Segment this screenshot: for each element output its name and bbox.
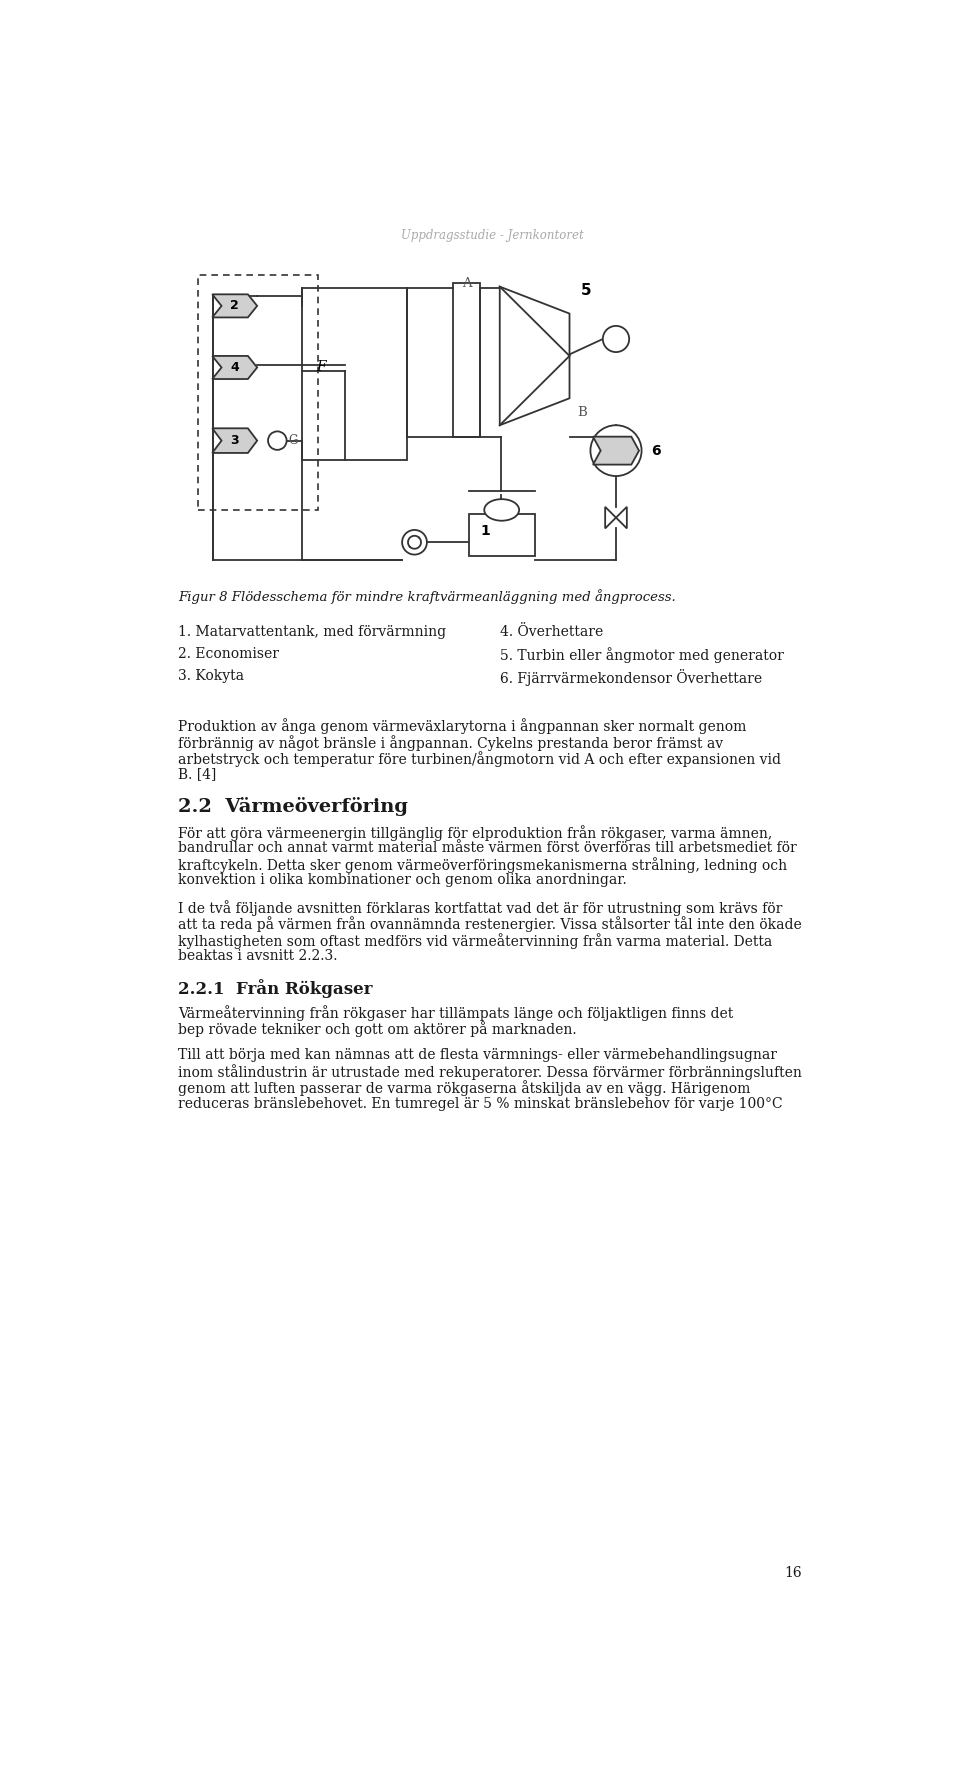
Text: Värmeåtervinning från rökgaser har tillämpats länge och följaktligen finns det: Värmeåtervinning från rökgaser har tillä… xyxy=(179,1005,733,1021)
Text: 1. Matarvattentank, med förvärmning: 1. Matarvattentank, med förvärmning xyxy=(179,626,446,639)
Polygon shape xyxy=(593,436,639,464)
Text: B: B xyxy=(577,406,587,420)
Text: 6. Fjärrvärmekondensor Överhettare: 6. Fjärrvärmekondensor Överhettare xyxy=(500,669,762,685)
Text: 16: 16 xyxy=(784,1566,802,1580)
Text: 4: 4 xyxy=(230,361,239,374)
Text: Produktion av ånga genom värmeväxlarytorna i ångpannan sker normalt genom: Produktion av ånga genom värmeväxlarytor… xyxy=(179,719,747,735)
Polygon shape xyxy=(500,286,569,425)
Text: kylhastigheten som oftast medförs vid värmeåtervinning från varma material. Dett: kylhastigheten som oftast medförs vid vä… xyxy=(179,932,773,948)
Bar xyxy=(468,514,535,557)
Circle shape xyxy=(268,431,287,450)
Polygon shape xyxy=(605,507,616,528)
Circle shape xyxy=(590,425,641,477)
Text: 5. Turbin eller ångmotor med generator: 5. Turbin eller ångmotor med generator xyxy=(500,648,783,664)
Text: 3: 3 xyxy=(230,434,239,447)
Text: 1: 1 xyxy=(480,523,490,537)
Polygon shape xyxy=(212,429,257,454)
Polygon shape xyxy=(616,507,627,528)
Text: Till att börja med kan nämnas att de flesta värmnings- eller värmebehandlingsugn: Till att börja med kan nämnas att de fle… xyxy=(179,1048,778,1062)
Circle shape xyxy=(603,326,629,352)
Text: B. [4]: B. [4] xyxy=(179,767,217,781)
Text: I de två följande avsnitten förklaras kortfattat vad det är för utrustning som k: I de två följande avsnitten förklaras ko… xyxy=(179,900,782,916)
Text: 2: 2 xyxy=(230,299,239,313)
Text: F: F xyxy=(316,361,325,375)
Text: 2.2.1  Från Rökgaser: 2.2.1 Från Rökgaser xyxy=(179,978,372,998)
Polygon shape xyxy=(212,294,257,317)
Text: 4. Överhettare: 4. Överhettare xyxy=(500,626,603,639)
Ellipse shape xyxy=(484,500,519,521)
Text: genom att luften passerar de varma rökgaserna åtskiljda av en vägg. Härigenom: genom att luften passerar de varma rökga… xyxy=(179,1080,751,1096)
Text: inom stålindustrin är utrustade med rekuperatorer. Dessa förvärmer förbränningsl: inom stålindustrin är utrustade med reku… xyxy=(179,1064,802,1080)
Text: att ta reda på värmen från ovannämnda restenergier. Vissa stålsorter tål inte de: att ta reda på värmen från ovannämnda re… xyxy=(179,916,802,932)
Text: reduceras bränslebehovet. En tumregel är 5 % minskat bränslebehov för varje 100°: reduceras bränslebehovet. En tumregel är… xyxy=(179,1096,782,1110)
Text: 5: 5 xyxy=(581,283,591,297)
Text: G: G xyxy=(288,434,298,447)
Text: bep rövade tekniker och gott om aktörer på marknaden.: bep rövade tekniker och gott om aktörer … xyxy=(179,1021,577,1037)
Bar xyxy=(453,283,480,438)
Text: beaktas i avsnitt 2.2.3.: beaktas i avsnitt 2.2.3. xyxy=(179,948,338,962)
Text: 2.2  Värmeöverföring: 2.2 Värmeöverföring xyxy=(179,797,408,817)
Text: 2. Economiser: 2. Economiser xyxy=(179,648,279,662)
Text: förbrännig av något bränsle i ångpannan. Cykelns prestanda beror främst av: förbrännig av något bränsle i ångpannan.… xyxy=(179,735,723,751)
Circle shape xyxy=(402,530,427,555)
Text: Figur 8 Flödesschema för mindre kraftvärmeanläggning med ångprocess.: Figur 8 Flödesschema för mindre kraftvär… xyxy=(179,589,676,605)
Bar xyxy=(302,288,407,461)
Text: bandrullar och annat varmt material måste värmen först överföras till arbetsmedi: bandrullar och annat varmt material måst… xyxy=(179,841,797,856)
Bar xyxy=(198,276,318,511)
Polygon shape xyxy=(212,356,257,379)
Text: Uppdragsstudie - Jernkontoret: Uppdragsstudie - Jernkontoret xyxy=(400,229,584,242)
Text: arbetstryck och temperatur före turbinen/ångmotorn vid A och efter expansionen v: arbetstryck och temperatur före turbinen… xyxy=(179,751,781,767)
Text: kraftcykeln. Detta sker genom värmeöverföringsmekanismerna strålning, ledning oc: kraftcykeln. Detta sker genom värmeöverf… xyxy=(179,857,787,873)
Text: 3. Kokyta: 3. Kokyta xyxy=(179,669,244,683)
Text: A: A xyxy=(463,276,472,290)
Text: 6: 6 xyxy=(651,443,660,457)
Text: För att göra värmeenergin tillgänglig för elproduktion från rökgaser, varma ämne: För att göra värmeenergin tillgänglig fö… xyxy=(179,825,773,841)
Text: konvektion i olika kombinationer och genom olika anordningar.: konvektion i olika kombinationer och gen… xyxy=(179,873,627,888)
